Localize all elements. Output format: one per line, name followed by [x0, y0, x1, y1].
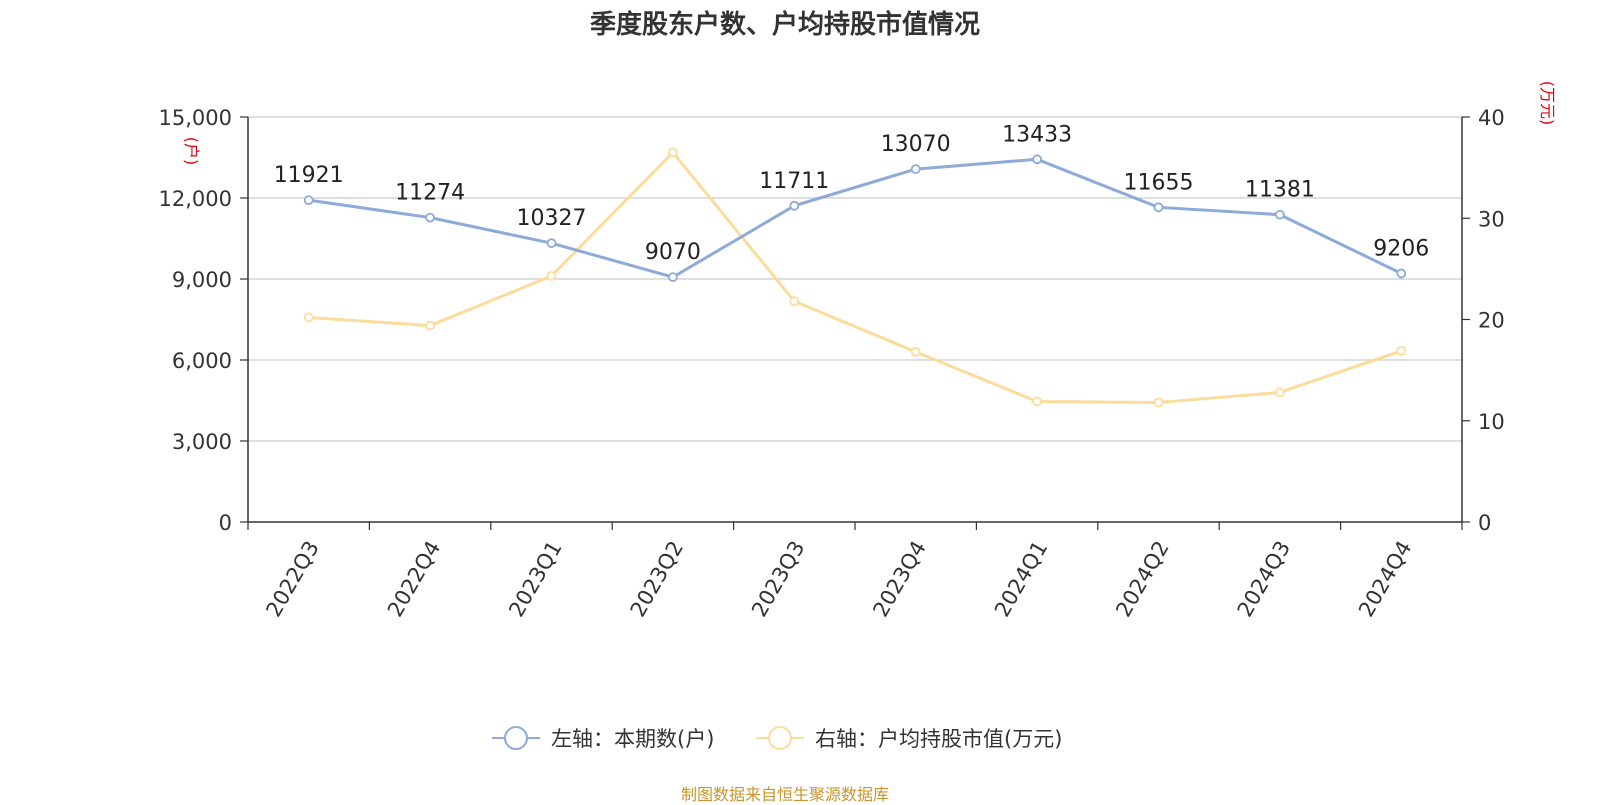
- right-series-point: [1032, 396, 1042, 407]
- x-tick-label: 2023Q1: [504, 537, 566, 621]
- data-label: 13070: [881, 132, 951, 157]
- left-series-point: [425, 212, 436, 223]
- data-label: 11711: [759, 169, 829, 194]
- left-axis-unit: (户): [182, 137, 201, 166]
- left-tick-label: 0: [219, 511, 232, 535]
- left-series-point: [910, 164, 921, 175]
- left-series-point: [1032, 154, 1042, 165]
- right-series-point: [303, 312, 314, 323]
- right-series-point: [1396, 345, 1407, 356]
- left-series-point: [1396, 268, 1407, 279]
- data-label: 11655: [1124, 170, 1194, 195]
- data-label: 9070: [645, 240, 701, 265]
- data-label: 11381: [1245, 178, 1315, 203]
- right-series-point: [425, 320, 436, 331]
- x-tick-label: 2024Q2: [1111, 537, 1173, 621]
- x-tick-label: 2024Q3: [1233, 537, 1295, 621]
- right-tick-label: 20: [1478, 309, 1505, 333]
- data-label: 13433: [1002, 122, 1072, 147]
- data-label: 11921: [274, 163, 344, 188]
- data-label: 10327: [517, 206, 587, 231]
- x-tick-label: 2023Q4: [868, 537, 930, 621]
- x-tick-label: 2023Q2: [626, 537, 688, 621]
- data-label: 11274: [395, 181, 465, 206]
- data-label: 9206: [1373, 236, 1429, 261]
- right-series-line: [308, 150, 1402, 405]
- left-tick-label: 6,000: [172, 349, 232, 373]
- x-tick-label: 2022Q4: [383, 537, 445, 621]
- legend-left-label: 左轴：本期数(户): [551, 727, 714, 751]
- right-tick-label: 40: [1478, 106, 1505, 130]
- right-tick-label: 0: [1478, 511, 1491, 535]
- left-series-point: [668, 272, 678, 283]
- axes: 0 3,000 6,000 9,000 12,000 15,000 0 10 20 30 40 202…: [159, 81, 1557, 621]
- right-series-point: [546, 271, 557, 281]
- x-tick-label: 2024Q4: [1354, 537, 1416, 621]
- left-tick-label: 3,000: [172, 430, 232, 454]
- legend: 左轴：本期数(户) 右轴：户均持股市值(万元): [492, 726, 1062, 751]
- legend-right-label: 右轴：户均持股市值(万元): [815, 727, 1062, 751]
- left-series-point: [1275, 209, 1285, 220]
- chart-title: 季度股东户数、户均持股市值情况: [589, 10, 980, 40]
- right-tick-label: 10: [1478, 410, 1505, 434]
- data-labels: 11921 11274 10327 9070 11711 13070 13433 11655 1…: [274, 122, 1430, 265]
- series-lines: [303, 147, 1407, 408]
- right-series-point: [1275, 387, 1285, 398]
- right-series-point: [789, 296, 800, 307]
- right-tick-label: 30: [1478, 207, 1505, 231]
- left-series-point: [1153, 202, 1164, 213]
- source-note: 制图数据来自恒生聚源数据库: [680, 785, 889, 804]
- x-tick-label: 2023Q3: [747, 537, 809, 621]
- grid-lines: [248, 116, 1462, 442]
- left-series-point: [789, 200, 800, 211]
- right-series-point: [1153, 397, 1164, 408]
- legend-right-marker: [768, 726, 792, 750]
- left-tick-label: 9,000: [172, 268, 232, 292]
- right-series-point: [668, 147, 678, 158]
- left-tick-label: 12,000: [159, 187, 232, 211]
- left-series-point: [303, 195, 314, 206]
- left-tick-label: 15,000: [159, 106, 232, 130]
- right-series-point: [910, 346, 921, 357]
- right-axis-unit: (万元): [1538, 81, 1557, 126]
- left-series-line: [308, 157, 1402, 279]
- x-tick-label: 2024Q1: [990, 537, 1052, 621]
- left-series-point: [546, 238, 557, 249]
- legend-left-marker: [504, 726, 528, 750]
- x-tick-label: 2022Q3: [261, 537, 323, 621]
